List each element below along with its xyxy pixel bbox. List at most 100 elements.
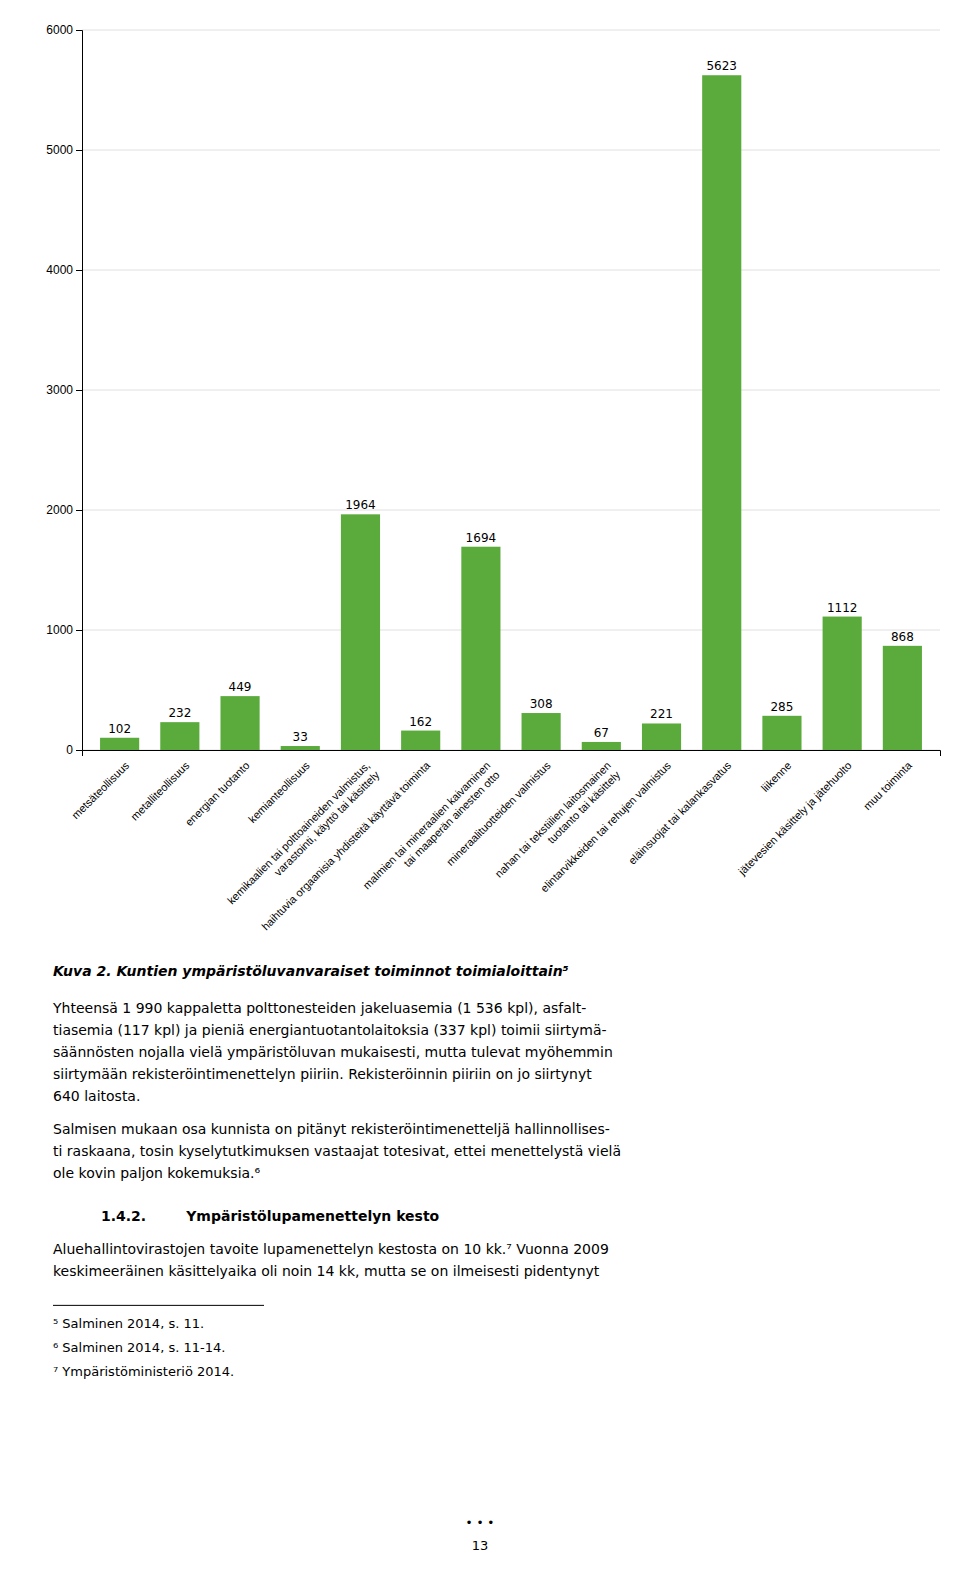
footnote-rule xyxy=(53,1305,264,1306)
data-label: 449 xyxy=(229,680,252,694)
text-line: ole kovin paljon kokemuksia.⁶ xyxy=(53,1165,261,1181)
text-line: 1.4.2. xyxy=(101,1208,146,1224)
grid-line xyxy=(82,150,940,151)
y-tick: 1000 xyxy=(46,623,82,637)
text-line: Yhteensä 1 990 kappaletta polttonesteide… xyxy=(52,1000,586,1016)
x-tick-label: kemianteollisuus xyxy=(246,759,312,825)
x-tick: metsäteollisuus xyxy=(69,759,131,821)
text-line: siirtymään rekisteröintimenettelyn piiri… xyxy=(53,1066,592,1082)
data-label: 868 xyxy=(891,630,914,644)
footnote: ⁵ Salminen 2014, s. 11. xyxy=(53,1316,204,1331)
data-label: 67 xyxy=(594,726,609,740)
page-number: 13 xyxy=(472,1538,489,1553)
x-axis: metsäteollisuusmetalliteollisuusenergian… xyxy=(69,751,940,933)
bar xyxy=(160,722,199,750)
text-line: muu toiminta xyxy=(861,759,915,813)
bar xyxy=(883,646,922,750)
data-label: 1112 xyxy=(827,601,858,615)
text-line: • • • xyxy=(466,1516,495,1530)
x-tick-label: metsäteollisuus xyxy=(69,759,131,821)
section-text: Aluehallintovirastojen tavoite lupamenet… xyxy=(53,1241,609,1279)
data-label: 232 xyxy=(168,706,191,720)
y-tick-mark xyxy=(76,750,82,751)
page-dots: • • • xyxy=(466,1516,495,1530)
x-tick-label: liikenne xyxy=(759,759,794,794)
data-label: 102 xyxy=(108,722,131,736)
body-paragraph: Yhteensä 1 990 kappaletta polttonesteide… xyxy=(52,1000,613,1104)
x-tick: muu toiminta xyxy=(861,759,915,813)
text-line: nahan tai tekstiilien laitosmainen xyxy=(492,759,612,879)
y-tick: 0 xyxy=(66,743,82,757)
bar xyxy=(642,723,681,750)
x-tick: kemianteollisuus xyxy=(246,759,312,825)
y-tick-label: 3000 xyxy=(46,383,73,397)
x-tick-label: eläinsuojat tai kalankasvatus xyxy=(626,759,734,867)
text-line: keskimeeräinen käsittelyaika oli noin 14… xyxy=(53,1263,600,1279)
y-tick-mark xyxy=(76,270,82,271)
bars xyxy=(100,75,922,750)
y-tick: 5000 xyxy=(46,143,82,157)
y-axis-line xyxy=(76,31,83,751)
x-tick: liikenne xyxy=(759,759,794,794)
data-label: 33 xyxy=(293,730,308,744)
text-line: eläinsuojat tai kalankasvatus xyxy=(626,759,734,867)
text-line: malmien tai mineraalien kaivaminen xyxy=(360,759,492,891)
x-tick: elintarvikkeiden tai rehujen valmistus xyxy=(538,759,674,895)
bar xyxy=(461,547,500,750)
body-paragraph: Salmisen mukaan osa kunnista on pitänyt … xyxy=(53,1121,621,1181)
grid-line xyxy=(82,630,940,631)
grid-line xyxy=(82,390,940,391)
data-label: 308 xyxy=(530,697,553,711)
x-tick: eläinsuojat tai kalankasvatus xyxy=(626,759,734,867)
page: 1022324493319641621694308672215623285111… xyxy=(0,0,960,1577)
bar xyxy=(401,731,440,750)
section-number: 1.4.2. xyxy=(101,1208,146,1224)
x-tick: metalliteollisuus xyxy=(128,759,192,823)
x-axis-line xyxy=(83,751,941,757)
bar xyxy=(281,746,320,750)
section-title: Ympäristölupamenettelyn kesto xyxy=(185,1208,439,1224)
grid-line xyxy=(82,270,940,271)
bar xyxy=(582,742,621,750)
y-tick-mark xyxy=(76,30,82,31)
text-line: tuotanto tai käsittely xyxy=(545,768,623,846)
text-line: 640 laitosta. xyxy=(53,1088,140,1104)
text-line: metalliteollisuus xyxy=(128,759,192,823)
data-labels: 1022324493319641621694308672215623285111… xyxy=(108,59,914,744)
chart-title: Kuva 2. Kuntien ympäristöluvanvaraiset t… xyxy=(53,963,569,979)
y-tick: 4000 xyxy=(46,263,82,277)
y-tick-label: 1000 xyxy=(46,623,73,637)
y-tick-label: 4000 xyxy=(46,263,73,277)
x-tick-label: mineraalituotteiden valmistus xyxy=(444,759,553,868)
text-line: ti raskaana, tosin kyselytutkimuksen vas… xyxy=(53,1143,621,1159)
x-tick-label: elintarvikkeiden tai rehujen valmistus xyxy=(538,759,674,895)
y-tick-label: 6000 xyxy=(46,23,73,37)
y-tick-mark xyxy=(76,630,82,631)
text-line: ⁶ Salminen 2014, s. 11-14. xyxy=(53,1340,225,1355)
text-line: Salmisen mukaan osa kunnista on pitänyt … xyxy=(53,1121,610,1137)
text-line: Ympäristölupamenettelyn kesto xyxy=(185,1208,439,1224)
y-tick-mark xyxy=(76,510,82,511)
bar xyxy=(220,696,259,750)
bar xyxy=(100,738,139,750)
x-tick-label: energian tuotanto xyxy=(183,759,252,828)
y-tick: 6000 xyxy=(46,23,82,37)
text-line: mineraalituotteiden valmistus xyxy=(444,759,553,868)
y-axis: 0 1000 2000 3000 4000 5000 6000 xyxy=(46,23,82,757)
grid-line xyxy=(82,30,940,31)
text-line: elintarvikkeiden tai rehujen valmistus xyxy=(538,759,674,895)
x-tick-label: jätevesien käsittely ja jätehuolto xyxy=(735,759,854,878)
text-line: liikenne xyxy=(759,759,794,794)
x-tick-label: metalliteollisuus xyxy=(128,759,192,823)
footnote: ⁷ Ympäristöministeriö 2014. xyxy=(53,1364,234,1379)
text-line: ⁵ Salminen 2014, s. 11. xyxy=(53,1316,204,1331)
data-label: 5623 xyxy=(706,59,737,73)
y-tick-mark xyxy=(76,150,82,151)
y-tick: 2000 xyxy=(46,503,82,517)
grid-line xyxy=(82,510,940,511)
x-tick: energian tuotanto xyxy=(183,759,252,828)
text-line: ⁷ Ympäristöministeriö 2014. xyxy=(53,1364,234,1379)
text-line: säännösten nojalla vielä ympäristöluvan … xyxy=(53,1044,613,1060)
bar xyxy=(762,716,801,750)
footnote: ⁶ Salminen 2014, s. 11-14. xyxy=(53,1340,225,1355)
